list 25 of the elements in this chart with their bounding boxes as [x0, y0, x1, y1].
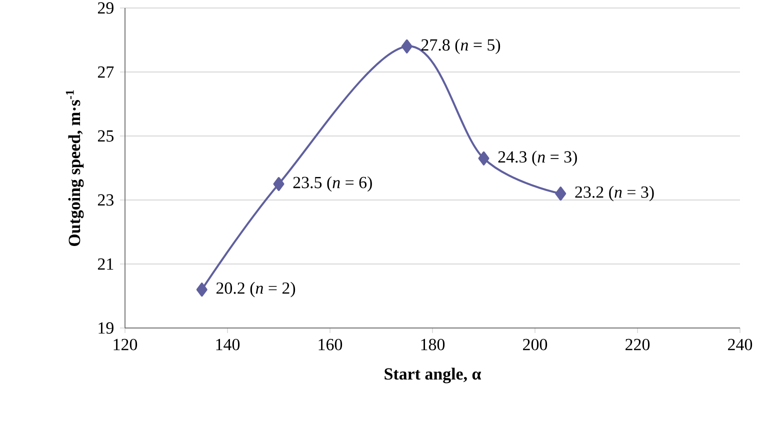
x-tick-label: 180 — [421, 338, 445, 350]
data-label: 24.3 (n = 3) — [498, 150, 577, 166]
data-label: 20.2 (n = 2) — [216, 282, 296, 298]
y-tick-label: 23 — [98, 194, 114, 206]
point — [196, 282, 208, 297]
y-tick-label: 29 — [98, 2, 114, 14]
data-label: 23.2 (n = 3) — [575, 186, 654, 202]
y-tick-label: 25 — [98, 130, 114, 142]
x-tick-label: 140 — [216, 338, 240, 350]
y-axis-title: Outgoing speed, m·s$^{-1}$ — [66, 90, 84, 246]
x-tick-label: 200 — [523, 338, 548, 350]
point — [478, 151, 490, 166]
x-tick-label: 220 — [626, 338, 650, 350]
point — [555, 186, 566, 201]
x-tick-label: 240 — [728, 338, 752, 350]
point — [401, 39, 412, 54]
point — [273, 177, 284, 191]
x-axis-title: Start angle, α — [384, 368, 482, 384]
x-tick-label: 160 — [318, 338, 342, 350]
x-tick-label: 120 — [114, 338, 138, 350]
y-tick-label: 21 — [98, 258, 114, 270]
y-tick-label: 27 — [98, 66, 114, 78]
y-tick-label: 19 — [98, 322, 114, 334]
data-label: 27.8 (n = 5) — [421, 38, 500, 54]
data-label: 23.5 (n = 6) — [293, 176, 372, 192]
